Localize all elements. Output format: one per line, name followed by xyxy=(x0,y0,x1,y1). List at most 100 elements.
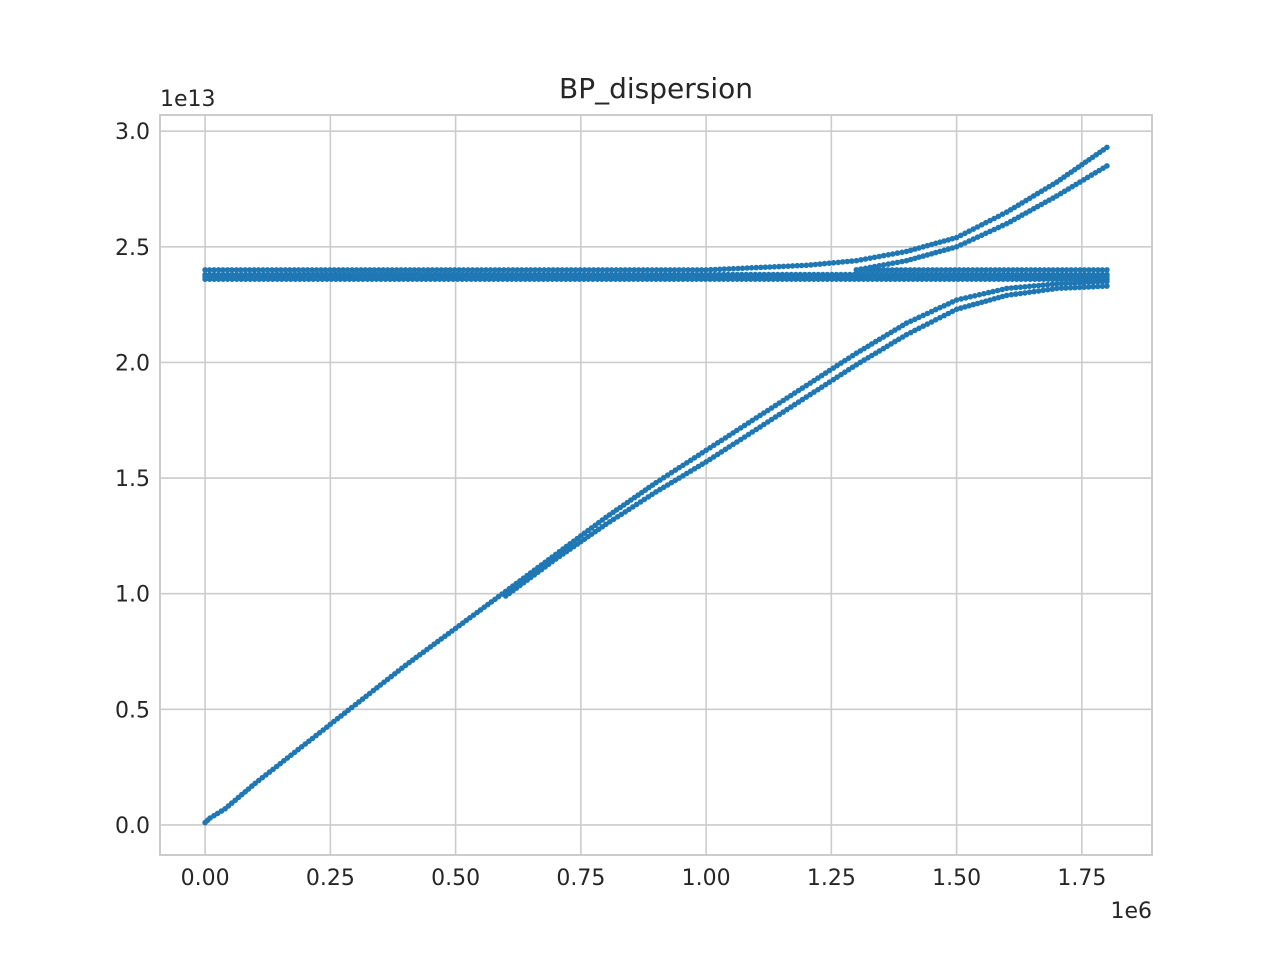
data-point xyxy=(1104,163,1110,169)
data-point xyxy=(771,264,778,270)
data-point xyxy=(871,254,878,261)
data-point xyxy=(237,267,244,273)
data-point xyxy=(878,276,885,283)
data-point xyxy=(932,317,939,323)
data-point xyxy=(1013,276,1020,283)
data-point xyxy=(635,267,642,273)
data-point xyxy=(297,276,303,283)
data-point xyxy=(833,276,840,283)
data-point xyxy=(938,267,945,273)
data-point xyxy=(456,267,463,273)
data-point xyxy=(896,276,903,283)
data-point xyxy=(978,267,985,273)
data-point xyxy=(309,267,315,273)
data-point xyxy=(1022,290,1028,296)
data-point xyxy=(983,298,989,305)
data-point xyxy=(630,276,637,283)
data-point xyxy=(738,276,745,283)
data-point xyxy=(983,267,989,273)
data-point xyxy=(779,276,786,283)
data-point xyxy=(567,276,574,283)
data-point xyxy=(952,267,958,273)
data-point xyxy=(898,267,904,273)
data-point xyxy=(301,276,308,283)
data-point xyxy=(925,267,931,273)
data-point xyxy=(364,276,371,283)
data-point xyxy=(526,276,533,283)
data-point xyxy=(806,276,813,283)
data-point xyxy=(398,267,404,273)
data-point xyxy=(585,276,592,283)
data-point xyxy=(402,267,409,273)
data-point xyxy=(666,276,673,283)
data-point xyxy=(899,249,905,256)
data-point xyxy=(970,226,977,232)
y-tick-label: 1.0 xyxy=(115,583,150,608)
data-point xyxy=(689,267,696,273)
data-point xyxy=(612,276,619,283)
data-point xyxy=(1017,284,1024,291)
data-point xyxy=(1063,276,1070,283)
y-tick-label: 0.5 xyxy=(115,698,150,723)
data-point xyxy=(876,253,882,260)
data-point xyxy=(1037,267,1043,273)
data-point xyxy=(776,263,782,270)
x-tick-labels: 0.00 0.25 0.50 0.75 1.00 1.25 1.50 1.75 xyxy=(181,866,1107,891)
data-point xyxy=(953,244,960,250)
data-point xyxy=(1036,276,1043,283)
data-point xyxy=(617,267,624,273)
data-point xyxy=(590,267,597,273)
data-point xyxy=(1013,284,1019,291)
data-point xyxy=(885,252,892,258)
data-point xyxy=(839,259,846,265)
data-point xyxy=(983,219,989,226)
data-point xyxy=(716,276,722,283)
data-point xyxy=(621,276,628,283)
data-point xyxy=(932,249,939,256)
data-point xyxy=(920,244,926,250)
data-point xyxy=(653,267,660,273)
data-point xyxy=(459,276,465,283)
data-point xyxy=(441,276,447,283)
data-point xyxy=(522,276,528,283)
data-point xyxy=(496,267,503,273)
data-point xyxy=(1040,287,1046,294)
data-point xyxy=(943,267,949,273)
data-point xyxy=(703,267,709,273)
data-point xyxy=(527,267,534,273)
data-point xyxy=(251,267,257,273)
data-point xyxy=(346,276,353,283)
data-point xyxy=(860,276,867,283)
data-point xyxy=(586,267,592,273)
data-point xyxy=(367,267,373,273)
data-point xyxy=(720,276,727,283)
data-point xyxy=(953,234,960,241)
x-tick-label: 0.00 xyxy=(181,866,230,891)
data-point xyxy=(802,276,808,283)
data-point xyxy=(391,276,398,283)
data-point xyxy=(264,267,271,273)
data-point xyxy=(1081,284,1087,291)
data-point xyxy=(676,267,682,273)
data-point xyxy=(920,253,926,259)
data-point xyxy=(914,276,921,283)
data-point xyxy=(981,290,987,297)
y-tick-labels: 0.0 0.5 1.0 1.5 2.0 2.5 3.0 xyxy=(115,120,150,839)
data-point xyxy=(604,267,610,273)
data-point xyxy=(581,276,587,283)
data-point xyxy=(717,266,723,273)
data-point xyxy=(990,288,996,295)
data-point xyxy=(540,276,547,283)
data-point xyxy=(1063,280,1069,287)
data-point xyxy=(765,276,772,283)
data-point xyxy=(729,276,736,283)
data-point xyxy=(1058,285,1065,292)
data-point xyxy=(812,261,819,268)
data-point xyxy=(955,276,961,283)
data-point xyxy=(793,276,799,283)
data-point xyxy=(964,276,970,283)
data-point xyxy=(958,242,964,248)
data-point xyxy=(1068,267,1074,273)
data-point xyxy=(767,264,773,270)
data-point xyxy=(748,265,755,271)
